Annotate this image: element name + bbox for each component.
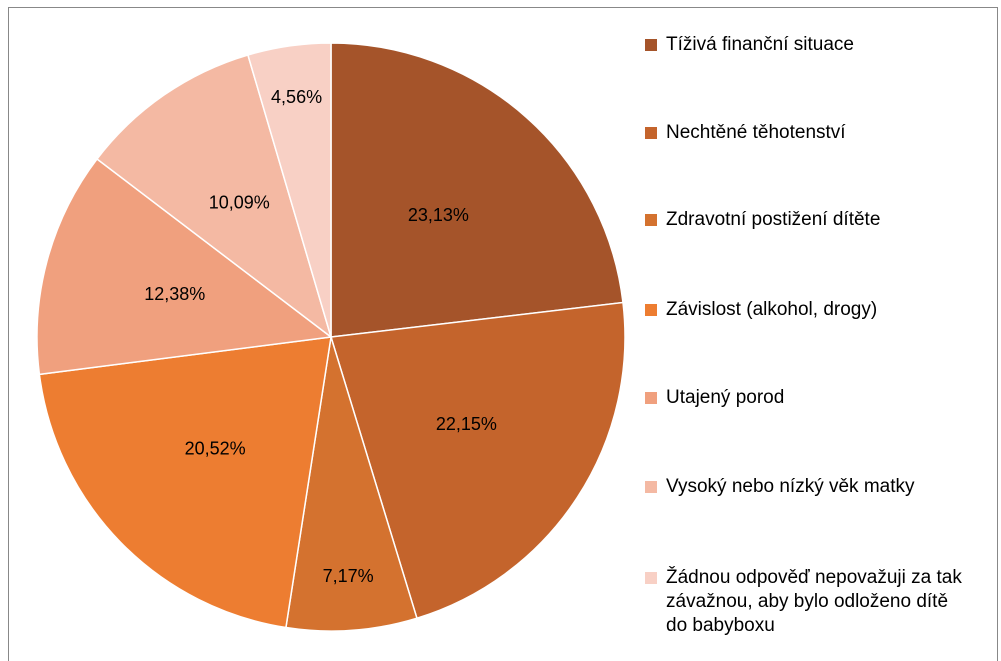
pie-slice [36,157,333,376]
legend-swatch [645,572,657,584]
legend-swatch [645,392,657,404]
data-label: 23,13% [408,205,469,225]
data-label: 4,56% [271,87,322,107]
pie-slice [246,42,332,338]
data-label: 20,52% [185,439,246,459]
legend-label: Zdravotní postižení dítěte [666,209,881,230]
pie-slice [285,336,418,632]
legend-label: Závislost (alkohol, drogy) [666,299,878,320]
legend-label: Tíživá finanční situace [666,34,854,55]
legend-item: Zdravotní postižení dítěte [645,208,965,232]
data-label: 12,38% [144,284,205,304]
legend-item: Vysoký nebo nízký věk matky [645,475,965,499]
data-label: 10,09% [209,193,270,213]
legend-item: Žádnou odpověď nepovažuji za tak závažno… [645,566,965,638]
data-label: 7,17% [323,566,374,586]
legend-item: Tíživá finanční situace [645,33,965,57]
legend-swatch [645,304,657,316]
pie-slice [330,301,626,620]
legend-item: Utajený porod [645,386,965,410]
chart-border [8,7,998,661]
legend-label: Vysoký nebo nízký věk matky [666,476,915,497]
legend-item: Závislost (alkohol, drogy) [645,298,965,322]
pie-slice [38,336,332,629]
legend-label: Nechtěné těhotenství [666,122,846,143]
legend-swatch [645,127,657,139]
legend-swatch [645,481,657,493]
legend-item: Nechtěné těhotenství [645,121,965,145]
legend-swatch [645,214,657,226]
legend-swatch [645,39,657,51]
legend-label: Žádnou odpověď nepovažuji za tak závažno… [666,567,962,636]
pie-slice [330,42,624,338]
pie-slice [95,54,333,339]
data-label: 22,15% [436,414,497,434]
legend-label: Utajený porod [666,387,785,408]
